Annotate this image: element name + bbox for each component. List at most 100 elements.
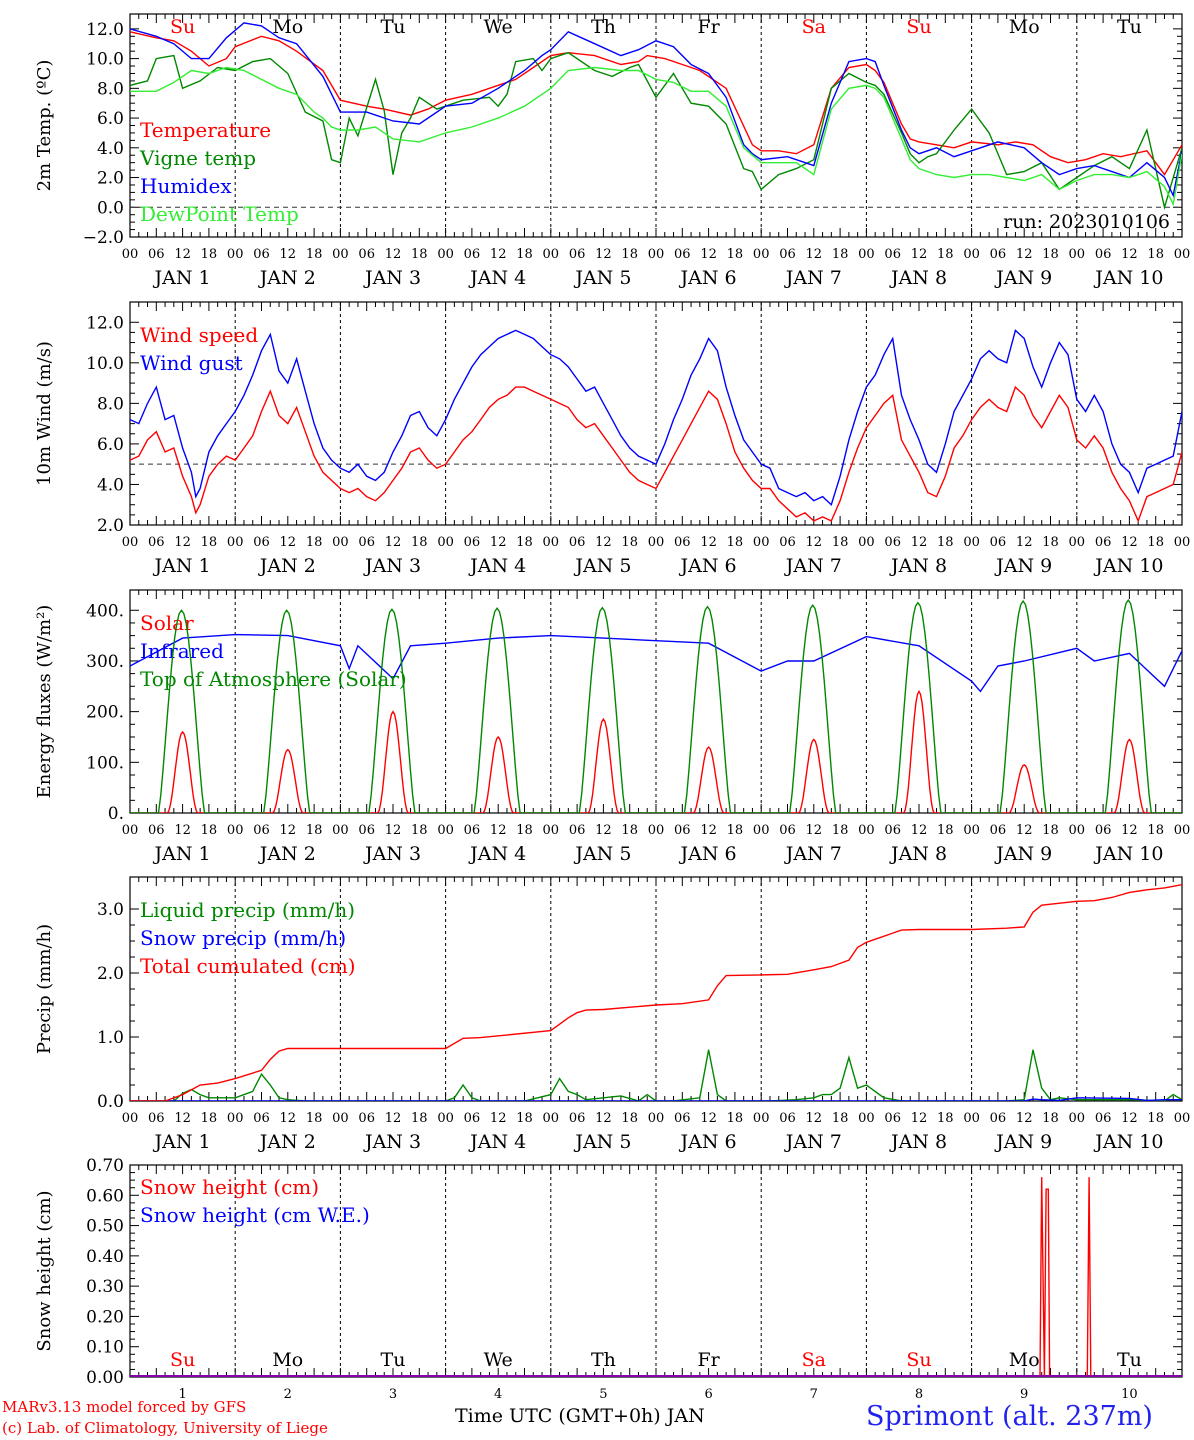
y-tick-label: 0. [108, 804, 124, 824]
hour-tick-label: 18 [411, 247, 428, 262]
hour-tick-label: 06 [358, 823, 375, 838]
hour-tick-label: 00 [332, 1111, 349, 1126]
series-line-humidex [130, 22, 1182, 198]
hour-tick-label: 18 [1042, 535, 1059, 550]
hour-tick-label: 00 [437, 247, 454, 262]
hour-tick-label: 12 [385, 823, 402, 838]
hour-tick-label: 18 [727, 823, 744, 838]
hour-tick-label: 00 [122, 1111, 139, 1126]
hour-tick-label: 06 [990, 823, 1007, 838]
date-label: JAN 6 [679, 555, 737, 577]
y-tick-label: 10.0 [86, 50, 124, 70]
date-label: JAN 4 [468, 555, 526, 577]
hour-tick-label: 18 [621, 823, 638, 838]
weekday-label: Mo [1009, 16, 1040, 38]
hour-tick-label: 00 [753, 1111, 770, 1126]
weekday-label: Mo [272, 1349, 303, 1371]
hour-tick-label: 06 [253, 247, 270, 262]
date-label: JAN 5 [573, 267, 631, 289]
hour-tick-label: 12 [280, 1111, 297, 1126]
weekday-label: Fr [697, 16, 720, 38]
hour-tick-label: 18 [306, 247, 323, 262]
hour-tick-label: 00 [648, 247, 665, 262]
hour-tick-label: 12 [280, 535, 297, 550]
date-label: JAN 10 [1093, 267, 1163, 289]
hour-tick-label: 00 [753, 535, 770, 550]
hour-tick-label: 00 [122, 823, 139, 838]
y-tick-label: 300. [86, 652, 124, 672]
hour-tick-label: 00 [332, 823, 349, 838]
date-label: JAN 4 [468, 843, 526, 865]
y-tick-label: −2.0 [83, 228, 124, 248]
hour-tick-label: 18 [832, 247, 849, 262]
hour-tick-label: 00 [963, 823, 980, 838]
date-label: JAN 10 [1093, 555, 1163, 577]
date-label: JAN 5 [573, 555, 631, 577]
panel-snow: 0.00 0.10 0.20 0.30 0.40 0.50 0.60 0.70 Snow hei… [34, 1156, 1183, 1402]
hour-tick-label: 06 [779, 823, 796, 838]
hour-tick-label: 00 [543, 535, 560, 550]
weekday-label: Fr [697, 1349, 720, 1371]
date-label: JAN 2 [258, 1131, 316, 1153]
y-tick-label: 8.0 [97, 79, 124, 99]
hour-tick-label: 12 [385, 1111, 402, 1126]
y-tick-label: 6.0 [97, 109, 124, 129]
weekday-label: Sa [802, 1349, 826, 1371]
date-label: JAN 5 [573, 1131, 631, 1153]
y-axis-label: Snow height (cm) [34, 1190, 55, 1351]
hour-tick-label: 06 [358, 535, 375, 550]
hour-tick-label: 18 [1147, 1111, 1164, 1126]
hour-tick-label: 06 [148, 535, 165, 550]
hour-tick-label: 18 [1042, 1111, 1059, 1126]
hour-tick-label: 06 [990, 247, 1007, 262]
hour-tick-label: 18 [201, 1111, 218, 1126]
date-label: JAN 7 [784, 267, 842, 289]
hour-tick-label: 06 [253, 1111, 270, 1126]
hour-tick-label: 12 [1121, 823, 1138, 838]
date-label: JAN 9 [994, 1131, 1052, 1153]
legend-entry: Snow height (cm W.E.) [140, 1203, 370, 1227]
hour-tick-label: 18 [832, 1111, 849, 1126]
y-tick-label: 200. [86, 703, 124, 723]
series-line-vigne-temp [130, 51, 1182, 211]
date-label: JAN 4 [468, 267, 526, 289]
date-label: JAN 10 [1093, 843, 1163, 865]
hour-tick-label: 12 [700, 823, 717, 838]
weekday-label: Mo [272, 16, 303, 38]
station-name: Sprimont (alt. 237m) [866, 1401, 1153, 1432]
hour-tick-label: 00 [227, 535, 244, 550]
hour-tick-label: 00 [753, 247, 770, 262]
y-tick-label: 10.0 [86, 354, 124, 374]
hour-tick-label: 06 [358, 1111, 375, 1126]
date-label: JAN 3 [363, 555, 421, 577]
hour-tick-label: 00 [858, 823, 875, 838]
hour-tick-label: 06 [884, 823, 901, 838]
hour-tick-label: 00 [963, 1111, 980, 1126]
series-line-dewpoint-temp [130, 66, 1182, 207]
y-tick-label: 12.0 [86, 20, 124, 40]
hour-tick-label: 00 [437, 823, 454, 838]
hour-tick-label: 06 [148, 823, 165, 838]
hour-tick-label: 00 [648, 535, 665, 550]
hour-tick-label: 12 [280, 247, 297, 262]
hour-tick-label: 00 [1069, 247, 1086, 262]
hour-tick-label: 12 [806, 823, 823, 838]
weekday-label: We [484, 16, 513, 38]
hour-tick-label: 06 [779, 247, 796, 262]
day-number-label: 8 [915, 1387, 923, 1402]
hour-tick-label: 12 [280, 823, 297, 838]
panel-wind: 2.0 4.0 6.0 8.0 10.0 12.0 10m Wind (m/s) 00 06 12… [34, 301, 1190, 577]
hour-tick-label: 06 [884, 247, 901, 262]
y-axis-label: Precip (mm/h) [34, 924, 55, 1054]
hour-tick-label: 18 [937, 535, 954, 550]
hour-tick-label: 18 [832, 535, 849, 550]
date-label: JAN 9 [994, 267, 1052, 289]
date-label: JAN 3 [363, 1131, 421, 1153]
hour-tick-label: 18 [306, 535, 323, 550]
hour-tick-label: 06 [569, 535, 586, 550]
date-label: JAN 1 [153, 267, 211, 289]
hour-tick-label: 00 [753, 823, 770, 838]
hour-tick-label: 06 [1095, 823, 1112, 838]
panel-energy: 0. 100. 200. 300. 400. Energy fluxes (W/m²) 00… [34, 589, 1190, 865]
